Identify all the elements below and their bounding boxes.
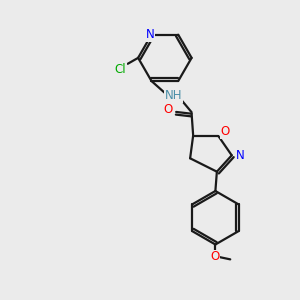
- Text: N: N: [146, 28, 154, 41]
- Text: NH: NH: [165, 89, 182, 102]
- Text: O: O: [220, 125, 230, 138]
- Text: N: N: [236, 149, 244, 162]
- Text: O: O: [210, 250, 219, 263]
- Text: O: O: [163, 103, 172, 116]
- Text: Cl: Cl: [115, 63, 126, 76]
